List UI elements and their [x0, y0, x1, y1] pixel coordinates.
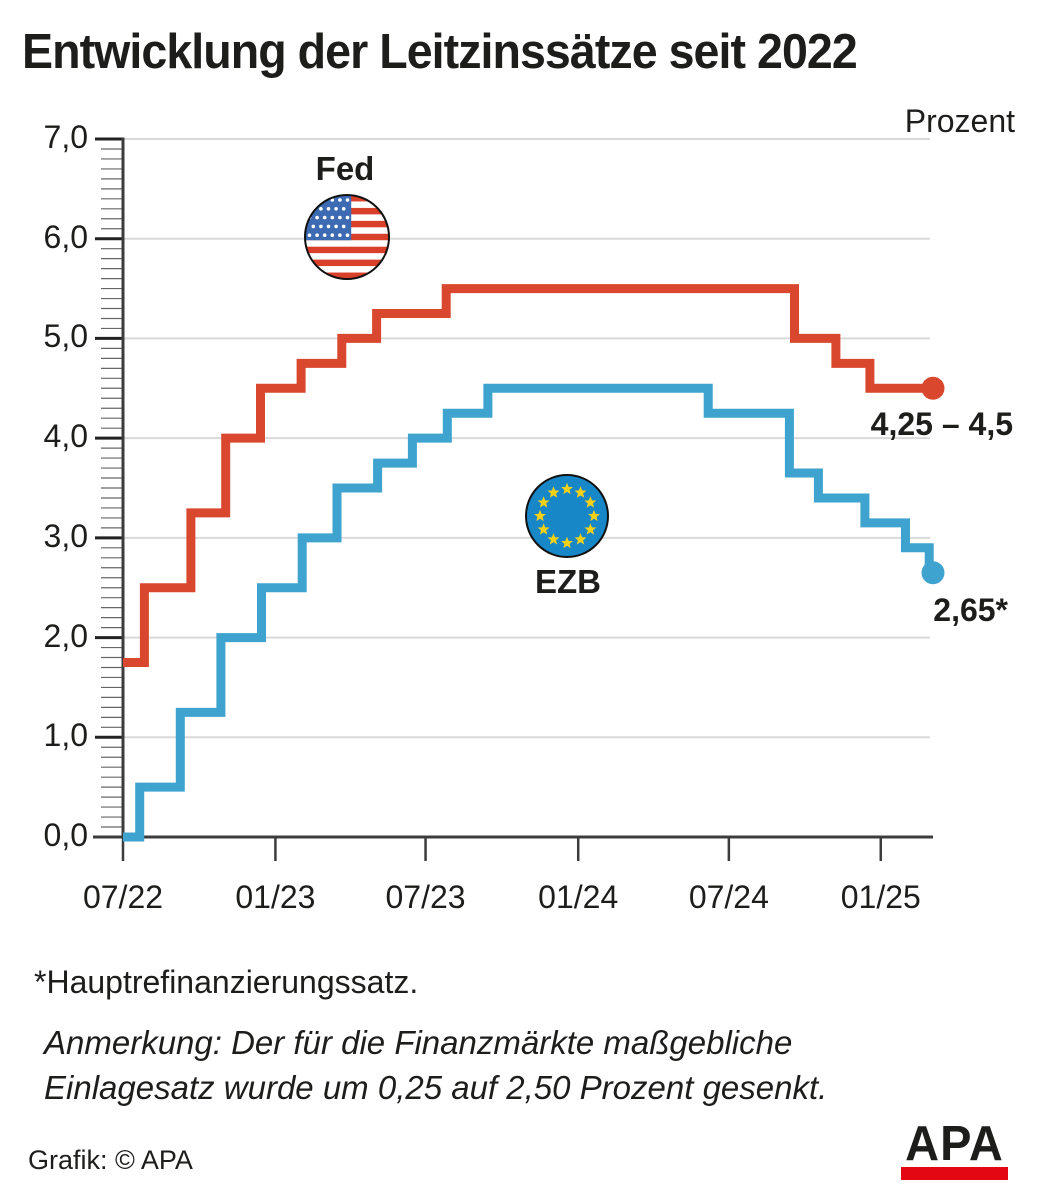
fed-end-value: 4,25 – 4,5: [870, 406, 1013, 442]
footnote: *Hauptrefinanzierungssatz.: [34, 964, 419, 1000]
page-title: Entwicklung der Leitzinssätze seit 2022: [22, 25, 858, 79]
y-axis-label: 3,0: [43, 517, 88, 554]
x-axis-label: 07/23: [385, 879, 466, 915]
eu-flag-icon: [525, 474, 609, 558]
credit: Grafik: © APA: [28, 1145, 193, 1175]
y-axis-label: 5,0: [43, 318, 88, 355]
series-line-ezb: [123, 383, 934, 842]
ezb-end-value: 2,65*: [933, 592, 1008, 628]
x-axis-label: 01/25: [840, 879, 921, 915]
series-end-dot-ezb: [921, 561, 945, 585]
y-axis-label: 0,0: [43, 817, 88, 853]
apa-logo-bar: [901, 1167, 1008, 1180]
y-axis-label: 7,0: [43, 119, 88, 155]
y-axis-label: 1,0: [43, 717, 88, 754]
y-axis-label: 6,0: [43, 218, 88, 255]
us-flag-icon: [304, 194, 390, 280]
y-axis-label: 4,0: [43, 418, 88, 455]
x-axis-label: 07/24: [688, 879, 769, 915]
axis-unit-label: Prozent: [904, 103, 1015, 139]
x-axis-label: 01/23: [235, 879, 316, 915]
series-end-dot-fed: [921, 376, 945, 400]
y-axis-label: 2,0: [43, 617, 88, 654]
x-axis-label: 07/22: [82, 879, 164, 915]
note-line-2: Einlagesatz wurde um 0,25 auf 2,50 Proze…: [44, 1069, 828, 1106]
series-label-ezb: EZB: [535, 563, 601, 600]
apa-logo: APA: [901, 1115, 1008, 1180]
series-label-fed: Fed: [315, 150, 375, 187]
note-line-1: Anmerkung: Der für die Finanzmärkte maßg…: [44, 1024, 793, 1061]
apa-logo-text: APA: [905, 1115, 1004, 1171]
series-line-fed: [123, 284, 933, 667]
x-axis-label: 01/24: [538, 879, 619, 915]
